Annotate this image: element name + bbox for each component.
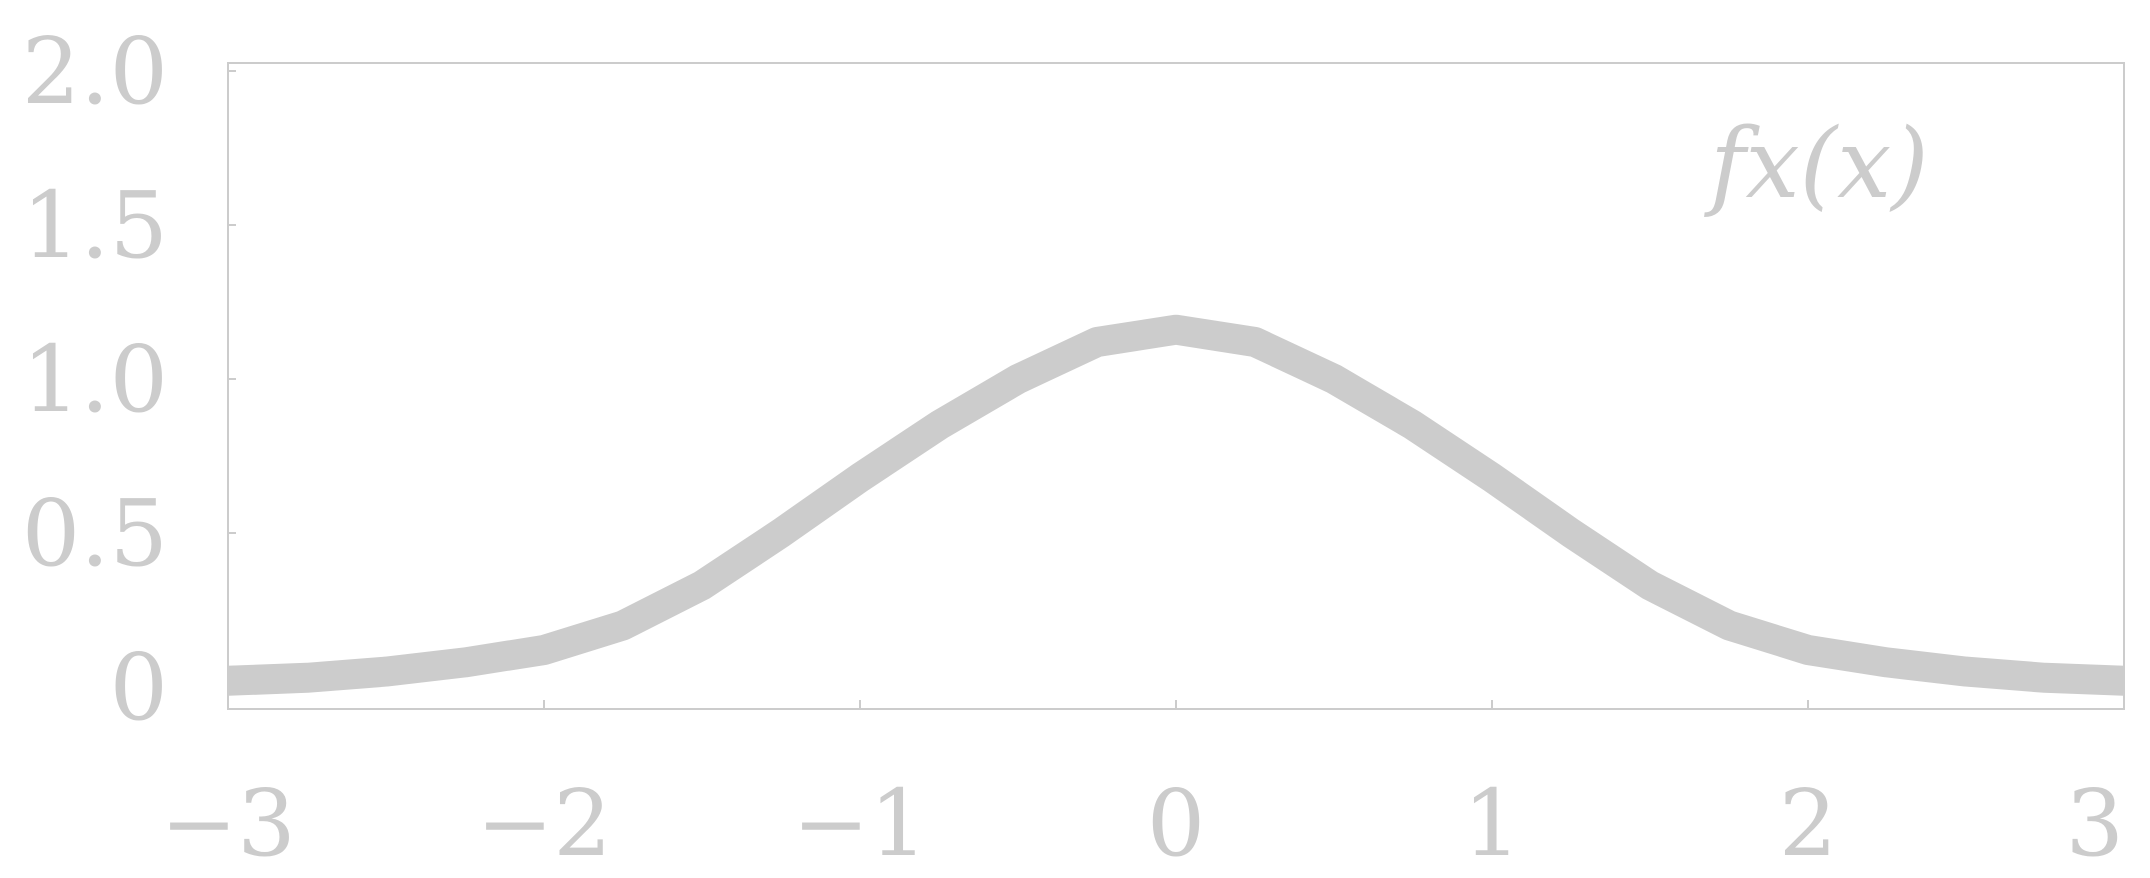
x-tick-label: −3: [160, 770, 296, 877]
x-tick-label: 0: [1147, 770, 1206, 877]
legend-label: fx(x): [1704, 108, 1929, 220]
series-layer: [227, 314, 2125, 696]
x-ticks: −3 −2 −1 0 1 2 3: [160, 700, 2125, 877]
y-tick-label: 1.0: [22, 326, 168, 433]
y-tick-label: 0: [109, 634, 168, 741]
series-line: [227, 314, 2125, 696]
x-tick-label: 2: [1779, 770, 1838, 877]
x-tick-label: −2: [476, 770, 612, 877]
y-ticks: 0 0.5 1.0 1.5 2.0: [22, 18, 236, 741]
y-tick-label: 1.5: [22, 172, 168, 279]
x-tick-label: −1: [792, 770, 928, 877]
y-tick-label: 0.5: [22, 480, 168, 587]
y-tick-label: 2.0: [22, 18, 168, 125]
x-tick-label: 3: [2065, 770, 2124, 877]
x-tick-label: 1: [1463, 770, 1522, 877]
